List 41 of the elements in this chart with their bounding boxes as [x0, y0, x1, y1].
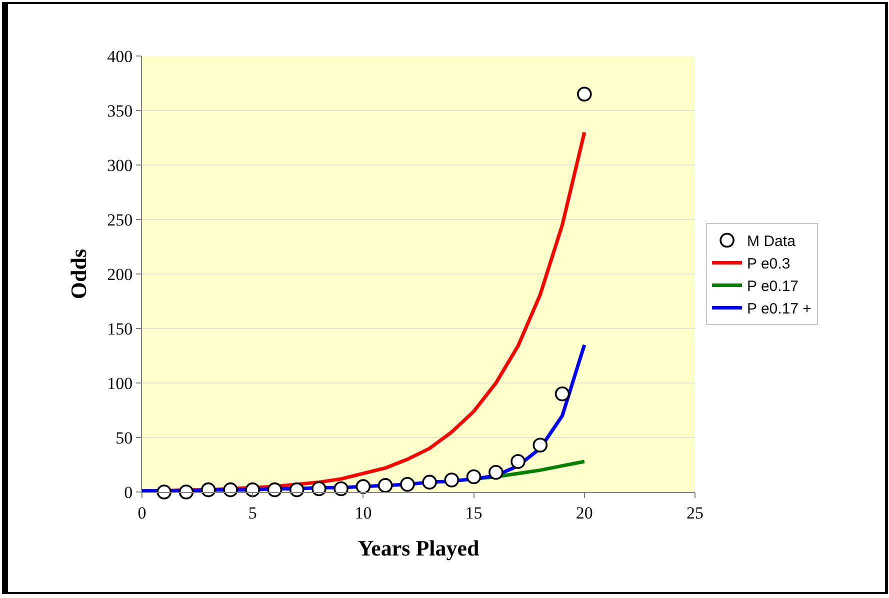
point	[577, 86, 592, 102]
y-tick-label: 200	[107, 264, 133, 284]
x-tick-label: 0	[138, 503, 146, 522]
point	[312, 481, 326, 496]
y-tick-label: 250	[107, 210, 133, 230]
legend-label: P e0.17 +	[747, 300, 812, 318]
y-tick-label: 0	[124, 482, 133, 502]
legend-label: P e0.3	[747, 256, 790, 273]
legend-label: P e0.17	[747, 278, 799, 296]
y-tick-label: 400	[107, 46, 133, 66]
x-tick-label: 5	[248, 503, 257, 522]
point	[554, 386, 570, 402]
point	[245, 482, 260, 498]
point	[466, 469, 482, 484]
point	[378, 478, 393, 493]
point	[356, 479, 371, 494]
x-tick-label: 20	[576, 503, 593, 522]
point	[178, 484, 194, 500]
point	[223, 482, 238, 498]
y-tick-label: 100	[107, 374, 133, 393]
point	[400, 476, 415, 492]
point	[444, 472, 460, 488]
x-tick-label: 15	[465, 503, 482, 522]
y-tick-label: 50	[116, 428, 133, 448]
legend-label: M Data	[747, 233, 796, 250]
y-tick-label: 150	[107, 319, 133, 338]
point	[156, 484, 172, 500]
point	[488, 464, 504, 480]
point	[510, 454, 526, 469]
point	[267, 482, 282, 498]
y-tick-label: 300	[107, 156, 133, 175]
point	[532, 438, 548, 453]
point	[422, 474, 437, 490]
y-axis-title: Odds	[66, 248, 91, 300]
point	[289, 482, 304, 498]
x-axis-title: Years Played	[358, 535, 480, 560]
x-tick-label: 10	[354, 503, 372, 522]
point	[334, 481, 348, 496]
y-tick-label: 350	[107, 101, 133, 120]
x-tick-label: 25	[686, 503, 704, 522]
point	[200, 482, 216, 498]
